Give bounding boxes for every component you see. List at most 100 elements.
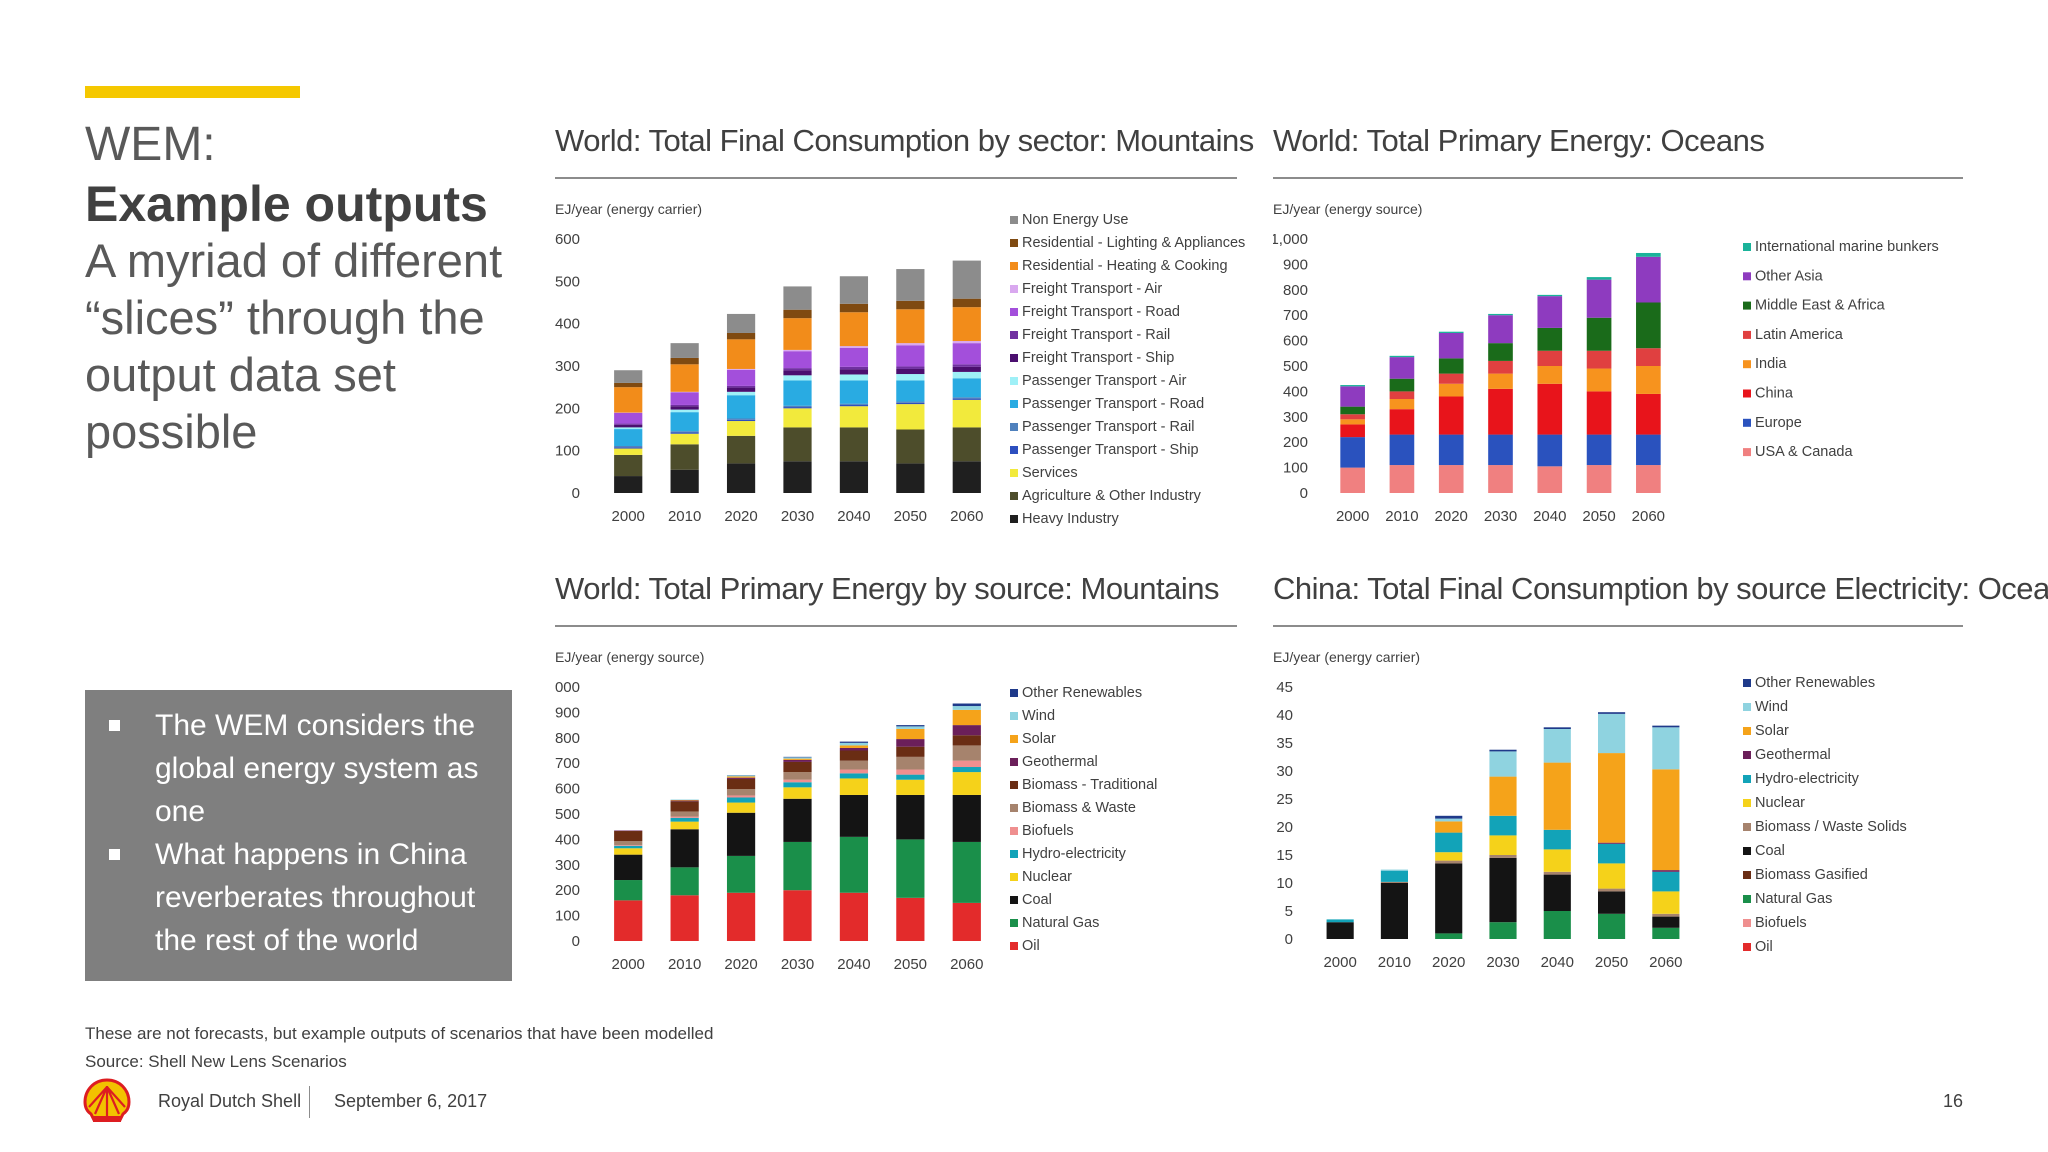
bar-segment (614, 447, 643, 449)
x-tick-label: 2040 (837, 956, 870, 973)
legend-swatch (1010, 781, 1018, 789)
bar-segment (726, 332, 756, 340)
bar-segment (670, 409, 699, 413)
x-tick-label: 2010 (668, 508, 701, 525)
bar-segment (952, 364, 981, 367)
bar-segment (670, 895, 699, 941)
bar-segment (783, 349, 812, 352)
legend-swatch (1010, 850, 1018, 858)
y-tick-label: 30 (1276, 763, 1293, 780)
bar-segment (1389, 391, 1415, 400)
bar-segment (952, 398, 981, 400)
chart-svg: 0 100 200 300 400 500 600 700 800 900 1,000 2000 201… (555, 679, 1157, 973)
y-tick-label: 0 (1300, 485, 1308, 502)
bar-segment (1488, 360, 1513, 374)
legend-label: Biofuels (1022, 823, 1074, 839)
bar-segment (726, 797, 756, 803)
legend-swatch (1743, 919, 1751, 927)
y-tick-label: 400 (1283, 383, 1308, 400)
bar-segment (896, 401, 925, 403)
bar-segment (614, 831, 643, 842)
bar-segment (783, 286, 812, 310)
legend-swatch (1743, 751, 1751, 759)
legend-label: Middle East & Africa (1755, 298, 1886, 314)
x-tick-label: 2000 (1336, 508, 1369, 525)
bar-segment (726, 387, 756, 392)
bar-segment (783, 890, 812, 941)
bar-segment (783, 309, 812, 319)
legend-label: Hydro-electricity (1755, 771, 1860, 787)
y-tick-label: 0 (572, 933, 580, 950)
legend-swatch (1743, 703, 1751, 711)
bar-segment (1586, 434, 1612, 466)
bar-segment (726, 789, 756, 796)
bullet-item: What happens in China reverberates throu… (109, 833, 494, 962)
legend-label: Passenger Transport - Ship (1022, 442, 1199, 458)
bar-segment (1435, 821, 1463, 833)
bar-segment (952, 298, 981, 308)
legend-swatch (1010, 712, 1018, 720)
legend-swatch (1010, 446, 1018, 454)
bar-segment (839, 404, 869, 407)
bar-segment (896, 366, 925, 369)
bar-segment (1340, 385, 1365, 387)
legend-swatch (1010, 285, 1018, 293)
bar-segment (726, 418, 756, 420)
chart-svg: 0 100 200 300 400 500 600 2000 2010 2020 2030 2040 2… (555, 212, 1245, 527)
bar-segment (896, 728, 925, 740)
bar-segment (1340, 419, 1365, 425)
bar-segment (1652, 725, 1680, 728)
x-tick-label: 2060 (1649, 954, 1682, 971)
chart-svg: 0 100 200 300 400 500 600 700 800 900 1,000 2000 201… (1273, 231, 1939, 525)
x-tick-label: 2060 (1632, 508, 1665, 525)
bar-segment (614, 387, 643, 413)
legend-swatch (1010, 469, 1018, 477)
legend-swatch (1010, 919, 1018, 927)
y-tick-label: 400 (555, 831, 580, 848)
x-tick-label: 2000 (1323, 954, 1356, 971)
bar-segment (839, 312, 869, 347)
legend-swatch (1010, 331, 1018, 339)
x-tick-label: 2030 (781, 956, 814, 973)
bar-segment (726, 435, 756, 464)
chart-title: China: Total Final Consumption by source… (1273, 571, 2048, 606)
bar-segment (1435, 863, 1463, 934)
bar-segment (726, 777, 756, 779)
legend-label: Oil (1022, 938, 1040, 954)
bar-segment (783, 375, 812, 381)
legend-swatch (1010, 804, 1018, 812)
y-tick-label: 1,000 (1273, 231, 1308, 248)
bar-segment (726, 892, 756, 941)
bar-segment (1543, 874, 1571, 911)
x-tick-label: 2030 (1484, 508, 1517, 525)
legend-label: Europe (1755, 415, 1802, 431)
bar-segment (1652, 870, 1680, 872)
chart-unit-label: EJ/year (energy carrier) (1273, 649, 1421, 665)
bar-segment (952, 378, 981, 398)
page-number: 16 (1943, 1091, 1964, 1111)
legend-label: Hydro-electricity (1022, 846, 1127, 862)
legend-label: Natural Gas (1022, 915, 1099, 931)
x-tick-label: 2010 (1378, 954, 1411, 971)
chart-unit-label: EJ/year (energy source) (555, 649, 705, 665)
bar-segment (1340, 386, 1365, 407)
bar-segment (614, 424, 643, 428)
bar-segment (839, 741, 869, 743)
y-tick-label: 200 (1283, 434, 1308, 451)
legend-swatch (1010, 758, 1018, 766)
bar-segment (1435, 933, 1463, 939)
bar-segment (670, 392, 699, 405)
chart-tpe-source-mountains: World: Total Primary Energy by source: M… (555, 571, 1245, 991)
bar-segment (726, 855, 756, 893)
legend-label: Geothermal (1022, 754, 1098, 770)
bar-segment (614, 370, 643, 383)
legend-swatch (1743, 448, 1751, 457)
bar-segment (670, 817, 699, 822)
bar-segment (670, 343, 699, 358)
x-tick-label: 2050 (894, 508, 927, 525)
chart-svg: 0 5 10 15 20 25 30 35 40 45 2000 2010 2020 2030 2040 20… (1276, 675, 1906, 971)
x-tick-label: 2030 (1486, 954, 1519, 971)
x-tick-label: 2020 (1432, 954, 1465, 971)
x-tick-label: 2010 (1385, 508, 1418, 525)
bar-segment (783, 427, 812, 462)
